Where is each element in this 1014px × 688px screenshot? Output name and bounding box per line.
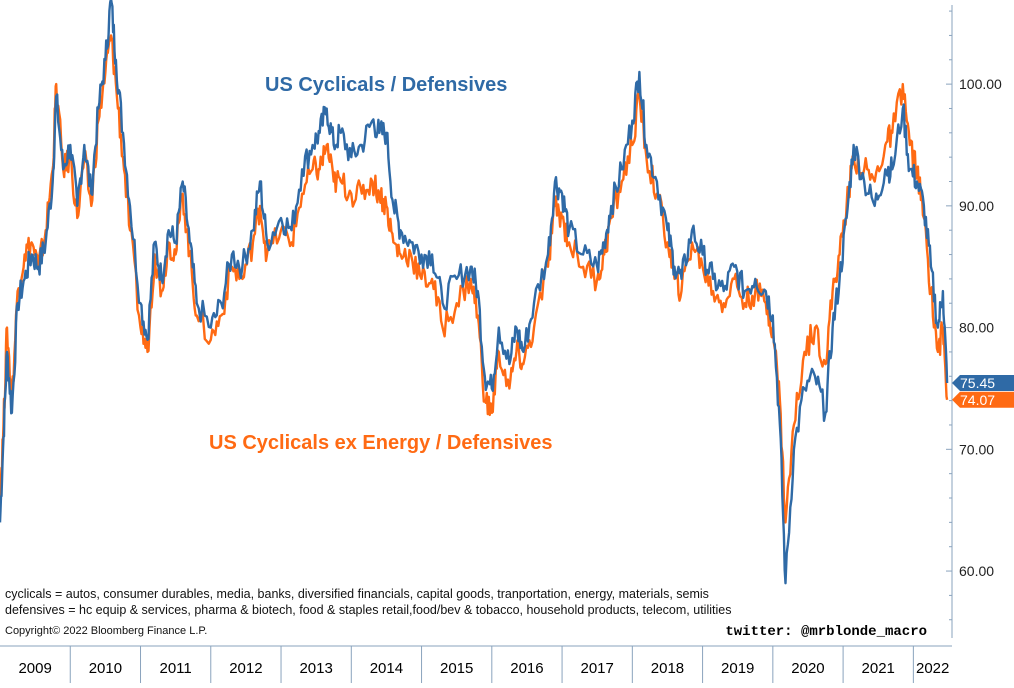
- y-tick-label-3: 90.00: [959, 198, 994, 214]
- y-axis: 60.00 70.00 80.00 90.00 100.00: [946, 10, 1002, 621]
- x-tick-label-3: 2012: [229, 660, 262, 677]
- x-tick-label-7: 2016: [510, 660, 543, 677]
- x-tick-label-13: 2022: [916, 660, 949, 677]
- last-value-cyclicals-ex-energy: 74.07: [960, 392, 995, 408]
- x-tick-label-10: 2019: [721, 660, 754, 677]
- x-tick-label-2: 2011: [160, 660, 192, 677]
- series-line-0: [0, 0, 949, 585]
- note-cyclicals: cyclicals = autos, consumer durables, me…: [5, 587, 709, 601]
- series-layer: [0, 0, 949, 585]
- note-defensives: defensives = hc equip & services, pharma…: [5, 603, 731, 617]
- last-value-flag-cyclicals-ex-energy-shape: [952, 391, 1014, 408]
- last-value-flag-cyclicals: 75.45: [952, 374, 1014, 391]
- y-tick-label-2: 80.00: [959, 320, 994, 336]
- x-tick-label-1: 2010: [89, 660, 122, 677]
- last-value-flag-cyclicals-ex-energy: 74.07: [952, 392, 1014, 408]
- x-tick-label-8: 2017: [581, 660, 614, 677]
- last-value-cyclicals: 75.45: [960, 375, 995, 391]
- x-tick-label-5: 2014: [370, 660, 403, 677]
- y-tick-label-4: 100.00: [959, 76, 1002, 92]
- series-line-1: [0, 34, 949, 524]
- x-tick-label-9: 2018: [651, 660, 684, 677]
- y-tick-label-0: 60.00: [959, 563, 994, 579]
- last-value-flag-cyclicals-shape: [952, 374, 1014, 391]
- x-axis: 2009 2010 2011 2012 2013 2014 2015 2016 2017 2018…: [18, 646, 949, 683]
- series-title-cyclicals-ex-energy: US Cyclicals ex Energy / Defensives: [209, 432, 553, 454]
- x-tick-label-12: 2021: [862, 660, 895, 677]
- x-tick-label-6: 2015: [440, 660, 473, 677]
- x-tick-label-11: 2020: [791, 660, 824, 677]
- y-tick-label-1: 70.00: [959, 441, 994, 457]
- series-title-cyclicals: US Cyclicals / Defensives: [265, 74, 507, 96]
- x-tick-label-0: 2009: [18, 660, 51, 677]
- copyright-text: Copyright© 2022 Bloomberg Finance L.P.: [5, 625, 207, 637]
- twitter-handle: twitter: @mrblonde_macro: [725, 624, 927, 640]
- x-tick-label-4: 2013: [299, 660, 332, 677]
